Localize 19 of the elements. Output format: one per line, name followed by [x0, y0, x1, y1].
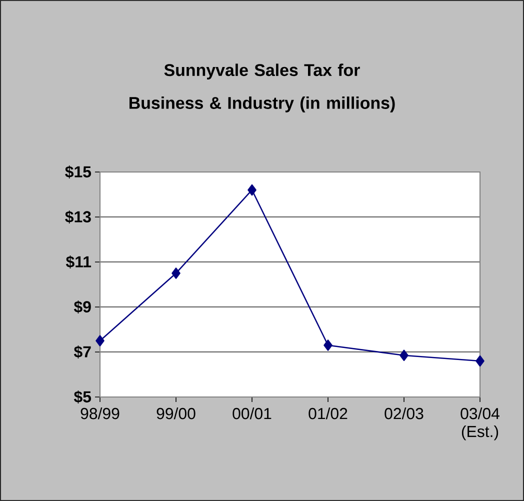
y-tick-label: $5 [74, 390, 92, 404]
y-tick-label: $7 [74, 345, 91, 358]
x-tick-label: 98/99 [80, 408, 120, 420]
x-tick-label: 01/02 [308, 408, 348, 420]
x-tick-label: 99/00 [156, 408, 196, 420]
point [96, 335, 104, 346]
point [172, 268, 180, 279]
y-tick-label: $13 [65, 210, 91, 224]
point [400, 350, 408, 362]
point [248, 184, 256, 196]
y-tick-label: $11 [66, 255, 92, 268]
x-tick-label: 02/03 [384, 408, 424, 420]
point [476, 355, 484, 367]
point [324, 340, 332, 351]
chart-title: Sunnyvale Sales Tax for Business & Industry (in millions) [130, 64, 395, 112]
x-tick-label: 03/04 (Est.) [460, 408, 500, 440]
x-tick-label: 00/01 [232, 408, 272, 420]
y-tick-label: $15 [65, 165, 92, 178]
y-tick-label: $9 [74, 300, 91, 314]
